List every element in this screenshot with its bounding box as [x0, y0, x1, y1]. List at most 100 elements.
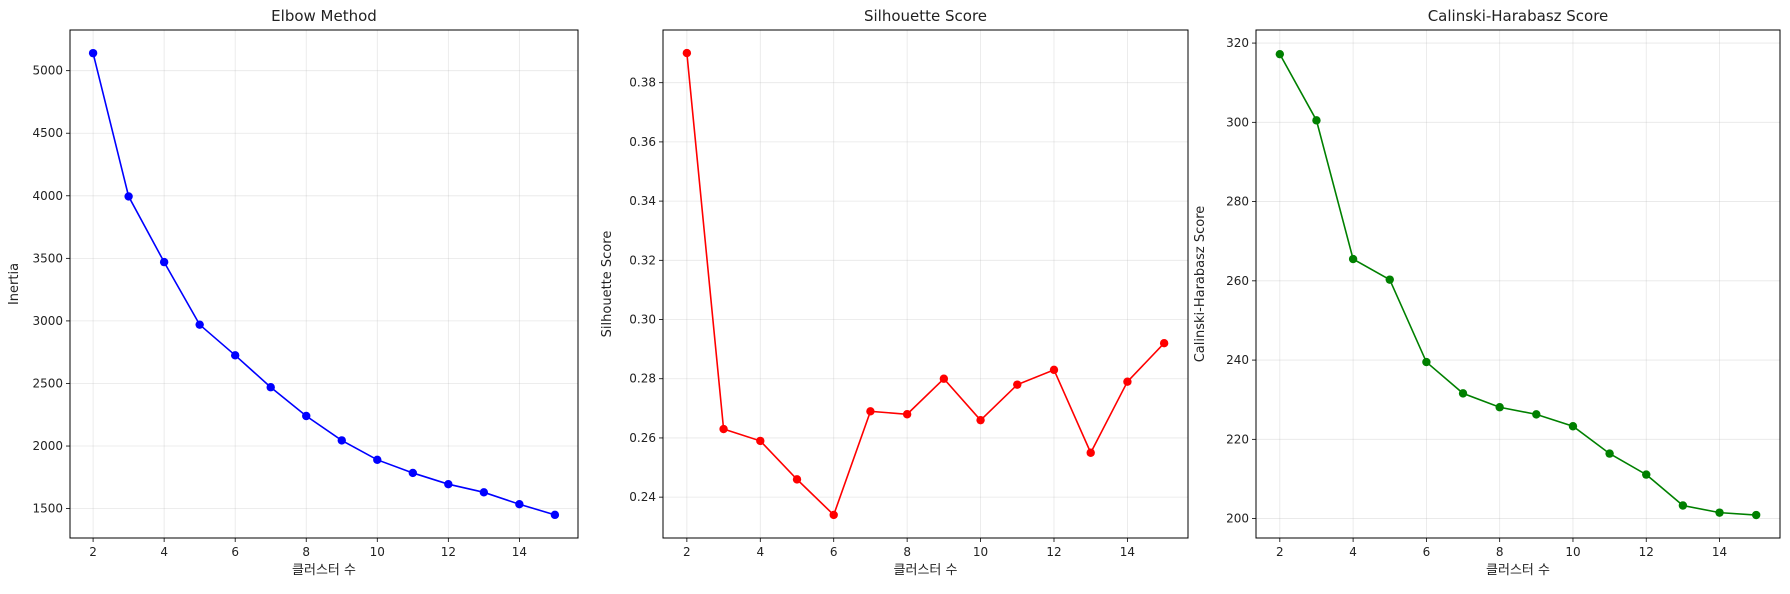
data-point: [1275, 49, 1285, 59]
data-point: [1013, 380, 1022, 389]
y-tick-label: 0.30: [629, 313, 656, 327]
y-tick-label: 1500: [32, 502, 63, 516]
data-point: [1385, 275, 1394, 284]
data-point: [444, 479, 453, 489]
chart-title: Elbow Method: [271, 7, 377, 25]
y-tick-label: 0.38: [629, 76, 656, 90]
data-point: [373, 455, 382, 464]
x-tick-label: 6: [231, 545, 239, 559]
chart-panel-1: 2 4 6 8 10 12 14 1500 2000 2500 3000 3500 4000 4500 50…: [7, 7, 579, 578]
y-tick-label: 0.36: [629, 135, 656, 149]
x-axis-label: 클러스터 수: [292, 563, 356, 578]
y-tick-label: 0.28: [629, 372, 656, 386]
data-point: [1568, 422, 1578, 431]
x-tick-label: 14: [1120, 545, 1135, 559]
y-tick-label: 200: [1226, 512, 1249, 526]
series-line: [1279, 53, 1757, 516]
data-point: [1123, 377, 1132, 386]
data-point: [1751, 510, 1761, 520]
series-line: [92, 52, 556, 516]
y-tick-label: 3000: [32, 314, 63, 328]
data-point: [719, 424, 728, 434]
x-tick-label: 12: [441, 545, 456, 559]
data-point: [1348, 254, 1358, 264]
y-tick-label: 0.34: [629, 194, 656, 208]
y-axis-label: Silhouette Score: [600, 231, 615, 338]
data-point: [939, 374, 949, 383]
data-point: [1715, 508, 1724, 517]
plot-frame: [69, 29, 579, 539]
x-tick-label: 2: [683, 545, 691, 559]
data-point: [124, 192, 133, 201]
y-tick-label: 4500: [32, 126, 63, 140]
chart-panel-3: 2 4 6 8 10 12 14 200 220 240 260 280 300 320 Calinski-…: [1193, 7, 1781, 578]
y-tick-label: 300: [1226, 115, 1249, 129]
plot-frame: [662, 29, 1189, 539]
data-point: [682, 48, 692, 58]
data-point: [337, 436, 346, 445]
x-tick-label: 2: [1276, 545, 1284, 559]
data-point: [159, 257, 169, 267]
x-tick-label: 10: [1565, 545, 1580, 559]
y-tick-label: 0.32: [629, 253, 656, 267]
data-point: [1458, 389, 1468, 398]
x-axis-label: 클러스터 수: [1486, 563, 1550, 578]
x-axis-label: 클러스터 수: [894, 563, 958, 578]
data-point: [550, 510, 560, 520]
data-point: [792, 475, 802, 484]
y-tick-label: 260: [1226, 274, 1249, 288]
plot-frame: [1255, 29, 1781, 539]
x-tick-label: 10: [973, 545, 988, 559]
chart-title: Silhouette Score: [864, 7, 987, 25]
y-tick-label: 0.24: [629, 490, 656, 504]
data-point: [902, 410, 912, 419]
chart-panel-2: 2 4 6 8 10 12 14 0.24 0.26 0.28 0.30 0.32 0.34 0.36 0.…: [600, 7, 1189, 578]
x-tick-label: 8: [302, 545, 310, 559]
chart-title: Calinski-Harabasz Score: [1428, 7, 1609, 25]
y-tick-label: 240: [1226, 353, 1249, 367]
x-tick-label: 14: [512, 545, 527, 559]
x-tick-label: 2: [89, 545, 97, 559]
data-point: [1159, 339, 1169, 348]
y-tick-label: 320: [1226, 36, 1249, 50]
y-axis-label: Inertia: [7, 263, 22, 305]
data-point: [515, 500, 524, 509]
data-point: [1049, 365, 1059, 375]
x-tick-label: 4: [756, 545, 764, 559]
y-tick-label: 5000: [32, 64, 63, 78]
x-tick-label: 12: [1639, 545, 1654, 559]
data-point: [408, 468, 418, 478]
data-point: [302, 411, 311, 421]
x-tick-label: 6: [1423, 545, 1431, 559]
x-tick-label: 4: [160, 545, 168, 559]
data-point: [976, 415, 985, 425]
y-tick-label: 280: [1226, 195, 1249, 209]
data-point: [88, 48, 98, 58]
data-point: [866, 407, 875, 416]
data-point: [1312, 116, 1321, 125]
y-tick-label: 3500: [32, 251, 63, 265]
data-point: [1086, 448, 1095, 457]
x-tick-label: 14: [1712, 545, 1727, 559]
data-point: [1642, 470, 1651, 479]
y-tick-label: 4000: [32, 189, 63, 203]
data-point: [829, 510, 838, 520]
x-tick-label: 12: [1046, 545, 1061, 559]
data-point: [1605, 449, 1614, 458]
data-point: [1532, 410, 1541, 419]
y-tick-label: 220: [1226, 432, 1249, 446]
y-tick-label: 0.26: [629, 431, 656, 445]
x-tick-label: 8: [1496, 545, 1504, 559]
y-axis-label: Calinski-Harabasz Score: [1193, 206, 1208, 363]
data-point: [1422, 357, 1431, 367]
x-tick-label: 8: [903, 545, 911, 559]
x-tick-label: 4: [1349, 545, 1357, 559]
data-point: [266, 383, 275, 392]
data-point: [479, 488, 489, 497]
y-tick-label: 2000: [32, 439, 63, 453]
data-point: [756, 436, 765, 446]
x-tick-label: 6: [830, 545, 838, 559]
y-tick-label: 2500: [32, 376, 63, 390]
